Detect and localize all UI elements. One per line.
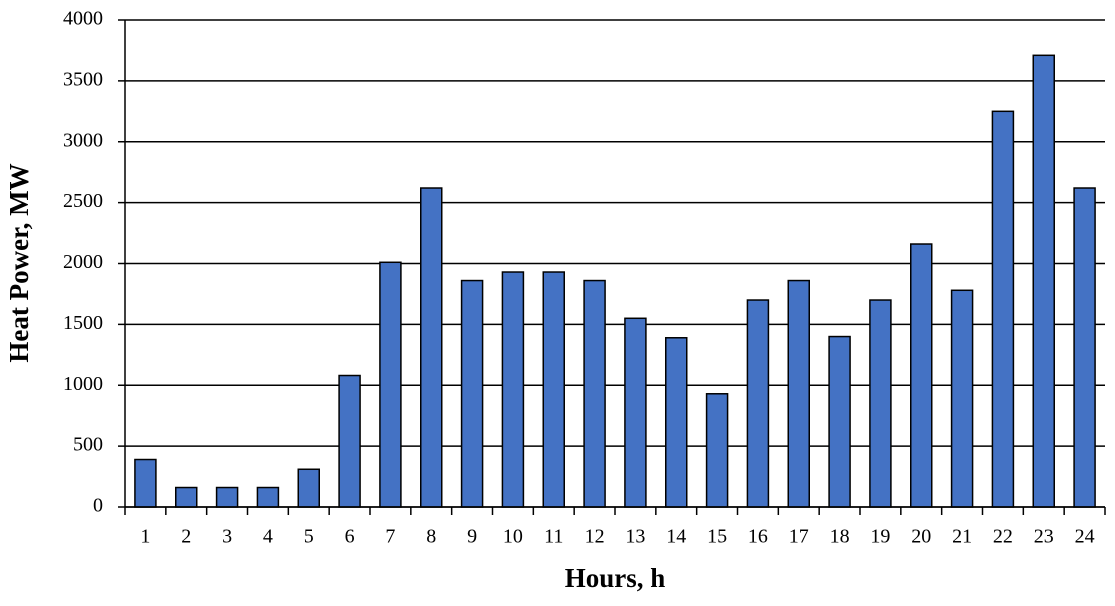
x-tick-label: 24 [1075, 526, 1095, 548]
x-axis-title: Hours, h [565, 563, 666, 593]
x-tick-label: 2 [181, 526, 191, 548]
x-tick-label: 13 [625, 526, 645, 548]
bar [624, 317, 647, 508]
bar [583, 279, 606, 508]
x-tick-label: 18 [830, 526, 850, 548]
bar [256, 486, 280, 508]
x-tick-label: 6 [345, 526, 355, 548]
bar [910, 243, 933, 508]
x-tick-label: 4 [263, 526, 273, 548]
bar [501, 271, 525, 508]
y-tick-label: 4000 [63, 8, 103, 30]
x-tick-label: 17 [789, 526, 809, 548]
bar [1073, 187, 1096, 508]
bar [705, 393, 729, 508]
y-tick-label: 1500 [63, 312, 103, 334]
y-tick-label: 3500 [63, 68, 103, 90]
x-tick-label: 9 [467, 526, 477, 548]
x-tick-label: 7 [385, 526, 395, 548]
x-tick-label: 5 [304, 526, 314, 548]
y-tick-label: 2500 [63, 190, 103, 212]
x-tick-label: 11 [544, 526, 563, 548]
x-tick-label: 21 [952, 526, 972, 548]
x-tick-label: 19 [870, 526, 890, 548]
bar [338, 374, 361, 508]
x-tick-label: 12 [585, 526, 605, 548]
bar [379, 261, 402, 508]
x-tick-label: 1 [140, 526, 150, 548]
x-tick-label: 20 [911, 526, 931, 548]
bar [665, 337, 688, 508]
bar [420, 187, 443, 508]
x-tick-label: 16 [748, 526, 768, 548]
y-tick-label: 1000 [63, 373, 103, 395]
bar [134, 458, 157, 508]
bar [991, 110, 1015, 508]
y-tick-label: 0 [93, 495, 103, 517]
bar [215, 486, 239, 508]
bar [869, 299, 892, 508]
y-tick-label: 500 [73, 434, 103, 456]
y-tick-label: 2000 [63, 251, 103, 273]
x-tick-label: 14 [666, 526, 686, 548]
y-tick-label: 3000 [63, 129, 103, 151]
bar [787, 279, 810, 508]
x-tick-label: 15 [707, 526, 727, 548]
bar [542, 271, 565, 508]
bar [1032, 54, 1055, 508]
bar [950, 289, 974, 508]
bar [175, 486, 198, 508]
bar [297, 468, 320, 508]
x-tick-label: 23 [1034, 526, 1054, 548]
bar [460, 279, 484, 508]
y-axis-title: Heat Power, MW [4, 163, 34, 362]
x-tick-label: 10 [503, 526, 523, 548]
bar [746, 299, 770, 508]
bar [828, 335, 851, 508]
x-tick-label: 3 [222, 526, 232, 548]
x-tick-label: 8 [426, 526, 436, 548]
x-tick-label: 22 [993, 526, 1013, 548]
